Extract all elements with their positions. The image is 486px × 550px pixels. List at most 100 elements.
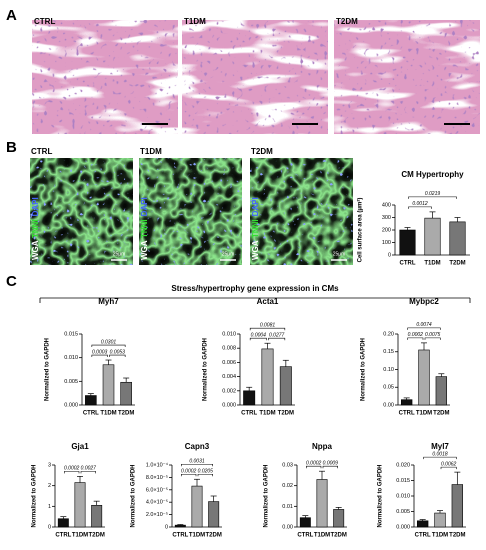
y-axis-label: Normalized to GAPDH — [378, 464, 384, 527]
bar — [102, 364, 115, 406]
x-tick-label: T2DM — [205, 533, 221, 539]
bar — [91, 504, 103, 528]
p-value: 0.0219 — [425, 191, 441, 197]
y-tick-label: 0.00 — [282, 524, 293, 530]
y-axis-label: Normalized to GAPDH — [32, 464, 38, 527]
stain-name: DAPI — [31, 197, 40, 216]
scale-bar-label: 25μm — [113, 251, 126, 257]
y-axis-label: Normalized to GAPDH — [264, 464, 270, 527]
p-value: 0.0002 — [306, 461, 322, 467]
significance-bracket — [407, 337, 424, 340]
y-tick-label: 400 — [382, 202, 391, 208]
stain-name: TNNI — [31, 219, 40, 238]
chart-title: Gja1 — [71, 442, 89, 451]
y-tick-label: 0.015 — [396, 478, 410, 484]
y-tick-label: 100 — [382, 240, 391, 246]
significance-bracket — [80, 471, 96, 474]
y-axis-label: Normalized to GAPDH — [131, 464, 137, 527]
p-value: 0.0027 — [81, 466, 97, 472]
p-value: 0.0205 — [198, 469, 214, 475]
bar — [243, 390, 256, 406]
image-label: T2DM — [251, 147, 273, 156]
y-tick-label: 0 — [48, 524, 51, 530]
stain-name: WGA — [251, 240, 260, 260]
bar — [416, 520, 429, 528]
scale-bar-label: 25μm — [333, 251, 346, 257]
stain-name: DAPI — [140, 197, 149, 216]
chart-title: Nppa — [312, 442, 333, 451]
significance-bracket — [424, 337, 441, 340]
x-tick-label: CTRL — [241, 411, 257, 417]
y-tick-label: 0.020 — [396, 462, 410, 468]
stain-name: TNNI — [140, 219, 149, 238]
x-tick-label: T2DM — [433, 411, 449, 417]
p-value: 0.0002 — [64, 466, 80, 472]
x-tick-label: T2DM — [88, 533, 104, 539]
he-nuclei — [32, 20, 178, 134]
bar — [449, 221, 466, 256]
image-label: T1DM — [184, 17, 206, 26]
p-value: 0.0002 — [408, 332, 424, 338]
y-tick-label: 6.0×10⁻⁵ — [146, 486, 168, 493]
y-axis-label: Cell surface area (μm²) — [357, 198, 364, 263]
p-value: 0.0074 — [416, 322, 432, 328]
image-label: T1DM — [140, 147, 162, 156]
x-tick-label: T1DM — [72, 533, 88, 539]
significance-bracket — [91, 354, 108, 358]
significance-bracket — [109, 354, 126, 358]
stain-label: WGA TNNI DAPI — [140, 197, 149, 260]
significance-bracket — [181, 463, 213, 467]
p-value: 0.0062 — [441, 461, 457, 467]
bar — [191, 485, 203, 528]
significance-bracket — [440, 466, 457, 470]
significance-bracket — [249, 327, 286, 331]
panel-label: B — [6, 139, 17, 156]
y-tick-label: 0.008 — [222, 346, 236, 352]
x-tick-label: T2DM — [118, 411, 134, 417]
if-nuclei — [139, 158, 242, 265]
bar — [316, 479, 328, 528]
x-tick-label: CTRL — [55, 533, 71, 539]
y-tick-label: 0.010 — [64, 355, 78, 361]
image-label: T2DM — [336, 17, 358, 26]
significance-bracket — [408, 196, 457, 199]
p-value: 0.0012 — [412, 201, 428, 207]
he-nuclei — [334, 20, 480, 134]
chart-title: CM Hypertrophy — [401, 170, 464, 179]
y-tick-label: 0.010 — [396, 493, 410, 499]
bar — [120, 381, 132, 406]
p-value: 0.0004 — [251, 333, 267, 339]
significance-bracket — [197, 473, 213, 477]
y-tick-label: 0 — [165, 524, 168, 530]
p-value: 0.0009 — [323, 461, 339, 467]
section-title: Stress/hypertrophy gene expression in CM… — [171, 284, 339, 293]
bar — [261, 348, 274, 406]
significance-bracket — [408, 206, 432, 209]
bar — [279, 366, 292, 406]
if-nuclei — [30, 158, 133, 265]
x-tick-label: CTRL — [83, 411, 99, 417]
y-tick-label: 0.01 — [282, 504, 293, 510]
if-nuclei — [250, 158, 353, 265]
image-label: CTRL — [34, 17, 55, 26]
p-value: 0.0003 — [92, 349, 108, 355]
panel-label: C — [6, 273, 17, 290]
chart-title: Myl7 — [431, 442, 449, 451]
y-tick-label: 2.0×10⁻⁵ — [146, 511, 168, 518]
chart-title: Capn3 — [185, 442, 210, 451]
y-tick-label: 0.15 — [383, 349, 394, 355]
chart-title: Acta1 — [257, 297, 279, 306]
bar — [399, 229, 416, 256]
bar — [451, 484, 464, 528]
y-tick-label: 0.10 — [383, 367, 394, 373]
significance-bracket — [181, 473, 197, 477]
y-tick-label: 0.000 — [64, 402, 78, 408]
bar — [418, 349, 430, 406]
significance-bracket — [91, 344, 126, 348]
y-tick-label: 4.0×10⁻⁵ — [146, 499, 168, 506]
p-value: 0.0277 — [269, 333, 285, 339]
y-tick-label: 200 — [382, 227, 391, 233]
y-axis-label: Normalized to GAPDH — [45, 338, 51, 401]
y-tick-label: 0.002 — [222, 388, 236, 394]
